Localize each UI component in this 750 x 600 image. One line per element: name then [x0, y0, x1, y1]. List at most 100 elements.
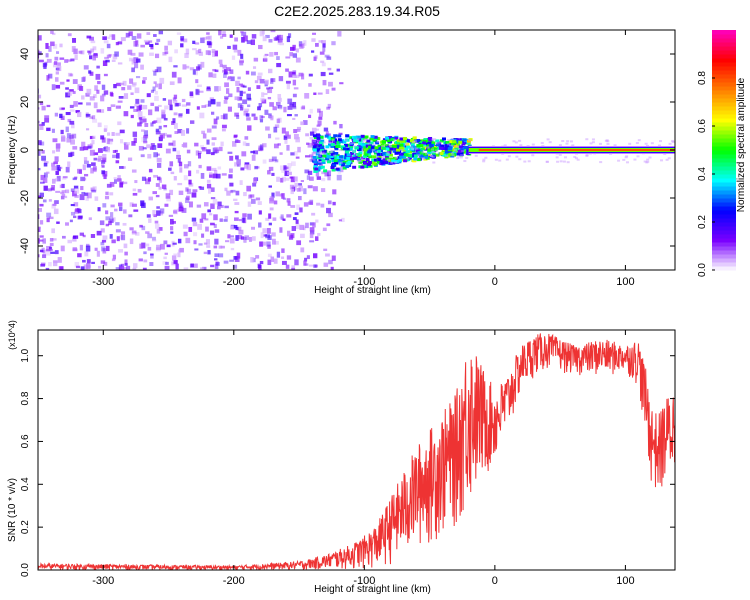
heatmap-cell: [189, 263, 195, 268]
heatmap-cell: [152, 86, 156, 92]
heatmap-cell: [456, 152, 461, 156]
heatmap-cell: [466, 139, 471, 143]
heatmap-cell: [514, 141, 518, 144]
heatmap-cell: [119, 234, 123, 240]
heatmap-cell: [247, 125, 252, 131]
heatmap-cell: [199, 186, 205, 190]
heatmap-cell: [38, 107, 40, 110]
heatmap-cell: [189, 67, 195, 71]
heatmap-cell: [333, 134, 338, 138]
colorbar-swatch: [712, 178, 736, 183]
heatmap-cell: [279, 165, 284, 171]
heatmap-cell: [326, 155, 331, 159]
heatmap-cell: [86, 265, 92, 268]
heatmap-cell: [88, 70, 92, 74]
heatmap-cell: [328, 139, 333, 143]
heatmap-cell: [235, 155, 239, 160]
heatmap-cell: [410, 143, 415, 147]
heatmap-cell: [154, 95, 159, 102]
heatmap-cell: [78, 169, 83, 174]
heatmap-cell: [216, 101, 221, 107]
heatmap-cell: [89, 116, 93, 119]
colorbar-swatch: [712, 150, 736, 155]
heatmap-cell: [462, 138, 467, 142]
heatmap-cell: [227, 76, 232, 79]
heatmap-cell: [237, 96, 243, 101]
heatmap-cell: [295, 48, 299, 53]
heatmap-cell: [435, 153, 440, 157]
heatmap-cell: [101, 165, 105, 168]
heatmap-cell: [273, 200, 278, 205]
heatmap-cell: [347, 160, 352, 164]
heatmap-cell: [373, 135, 378, 139]
heatmap-cell: [193, 240, 197, 245]
heatmap-cell: [197, 152, 202, 159]
heatmap-cell: [209, 174, 213, 178]
heatmap-cell: [527, 160, 531, 163]
heatmap-cell: [290, 176, 296, 183]
heatmap-cell: [55, 190, 61, 193]
heatmap-cell: [110, 104, 116, 107]
heatmap-cell: [146, 32, 151, 35]
heatmap-cell: [354, 139, 359, 143]
heatmap-cell: [74, 194, 79, 198]
heatmap-cell: [194, 42, 200, 45]
heatmap-cell: [313, 92, 317, 95]
heatmap-cell: [225, 88, 230, 94]
heatmap-cell: [438, 144, 443, 148]
heatmap-cell: [276, 62, 282, 68]
heatmap-cell: [136, 33, 142, 39]
heatmap-cell: [185, 48, 190, 55]
heatmap-cell: [135, 98, 140, 104]
heatmap-cell: [123, 243, 128, 249]
colorbar-swatch: [712, 70, 736, 75]
heatmap-cell: [67, 90, 72, 96]
heatmap-cell: [234, 96, 240, 101]
heatmap-cell: [155, 83, 159, 88]
heatmap-cell: [394, 136, 399, 140]
heatmap-cell: [234, 37, 238, 42]
heatmap-cell: [109, 181, 115, 187]
heatmap-cell: [241, 151, 247, 157]
heatmap-cell: [38, 59, 44, 63]
heatmap-cell: [439, 139, 444, 143]
heatmap-cell: [636, 155, 640, 158]
heatmap-cell: [43, 185, 48, 191]
heatmap-cell: [229, 190, 234, 194]
heatmap-cell: [298, 183, 302, 186]
heatmap-cell: [226, 190, 231, 196]
heatmap-cell: [164, 252, 168, 255]
heatmap-cell: [185, 187, 189, 192]
colorbar-swatch: [712, 94, 736, 99]
heatmap-cell: [379, 159, 384, 163]
heatmap-cell: [91, 140, 95, 145]
heatmap-cell: [341, 217, 345, 223]
heatmap-cell: [210, 222, 215, 226]
heatmap-cell: [565, 142, 569, 145]
heatmap-cell: [54, 200, 59, 204]
heatmap-cell: [82, 259, 86, 263]
heatmap-cell: [325, 131, 329, 136]
heatmap-cell: [121, 87, 126, 91]
heatmap-cell: [39, 124, 44, 131]
heatmap-cell: [179, 247, 184, 253]
colorbar-swatch: [712, 122, 736, 127]
heatmap-cell: [208, 188, 212, 194]
heatmap-cell: [198, 51, 203, 56]
heatmap-cell: [229, 259, 234, 262]
heatmap-cell: [269, 52, 274, 57]
heatmap-cell: [299, 224, 305, 230]
heatmap-cell: [336, 143, 341, 147]
heatmap-cell: [70, 151, 75, 157]
heatmap-cell: [318, 110, 323, 117]
heatmap-cell: [60, 245, 65, 252]
heatmap-cell: [270, 78, 274, 84]
heatmap-cell: [59, 266, 64, 270]
heatmap-cell: [329, 154, 334, 158]
heatmap-cell: [558, 144, 562, 147]
heatmap-cell: [262, 92, 268, 96]
colorbar-swatch: [712, 126, 736, 131]
heatmap-cell: [165, 261, 169, 265]
heatmap-cell: [208, 172, 213, 175]
heatmap-cell: [232, 264, 238, 269]
